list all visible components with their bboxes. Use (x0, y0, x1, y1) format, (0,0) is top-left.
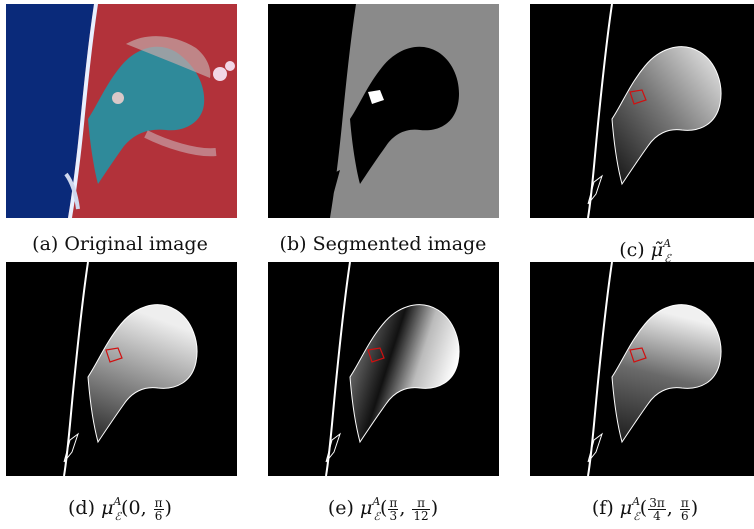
membership-map-c (530, 4, 754, 218)
caption-a-label: (a) (32, 233, 59, 255)
caption-e-frac1-den: 3 (389, 508, 398, 523)
caption-d-arg1: 0 (128, 497, 141, 519)
caption-c-sub: ℰ (664, 252, 671, 265)
caption-e-sup: A (372, 495, 381, 508)
caption-c-symbol: μ̃ (650, 239, 664, 261)
caption-d: (d) μAℰ(0, π 6) (68, 495, 172, 523)
caption-c-sup: A (663, 237, 672, 250)
caption-e-frac1-num: π (388, 495, 399, 510)
caption-e-frac2-num: π (412, 497, 430, 510)
caption-b-text: Segmented image (312, 233, 487, 255)
segmented-image (268, 4, 499, 218)
caption-e-frac2: π 12 (412, 497, 430, 523)
caption-a: (a) Original image (0, 232, 250, 256)
caption-c: (c) μ̃Aℰ (515, 232, 754, 271)
caption-e-sub: ℰ (373, 510, 380, 523)
caption-d-sub: ℰ (114, 510, 122, 523)
caption-f-label: (f) (591, 497, 614, 519)
caption-c-label: (c) (619, 239, 645, 261)
caption-f-frac1-den: 4 (653, 508, 661, 523)
caption-e: (e) μAℰ(π 3, π 12) (327, 495, 439, 523)
caption-f: (f) μAℰ(3π 4, π 6) (591, 495, 699, 523)
caption-f-frac2-den: 6 (680, 508, 689, 523)
caption-f-frac1: 3π 4 (648, 497, 666, 522)
caption-d-frac-num: π (153, 495, 164, 510)
caption-f-sup: A (632, 495, 641, 508)
membership-map-d (6, 262, 237, 476)
caption-e-frac2-den: 12 (413, 508, 429, 523)
original-satellite-image (6, 4, 237, 218)
caption-d-frac-den: 6 (154, 508, 163, 523)
caption-d-sup: A (113, 495, 122, 508)
membership-map-f (530, 262, 754, 476)
caption-f-symbol: μ (619, 497, 633, 519)
caption-e-label: (e) (327, 497, 354, 519)
caption-b: (b) Segmented image (253, 232, 513, 256)
caption-a-text: Original image (64, 233, 208, 255)
caption-f-frac2-num: π (679, 495, 690, 510)
caption-d-symbol: μ (101, 497, 114, 519)
caption-e-symbol: μ (360, 497, 373, 519)
membership-map-e (268, 262, 499, 476)
caption-f-frac1-num: 3π (648, 495, 666, 510)
caption-b-label: (b) (279, 233, 307, 255)
caption-f-sub: ℰ (633, 510, 640, 523)
caption-d-label: (d) (68, 497, 96, 519)
